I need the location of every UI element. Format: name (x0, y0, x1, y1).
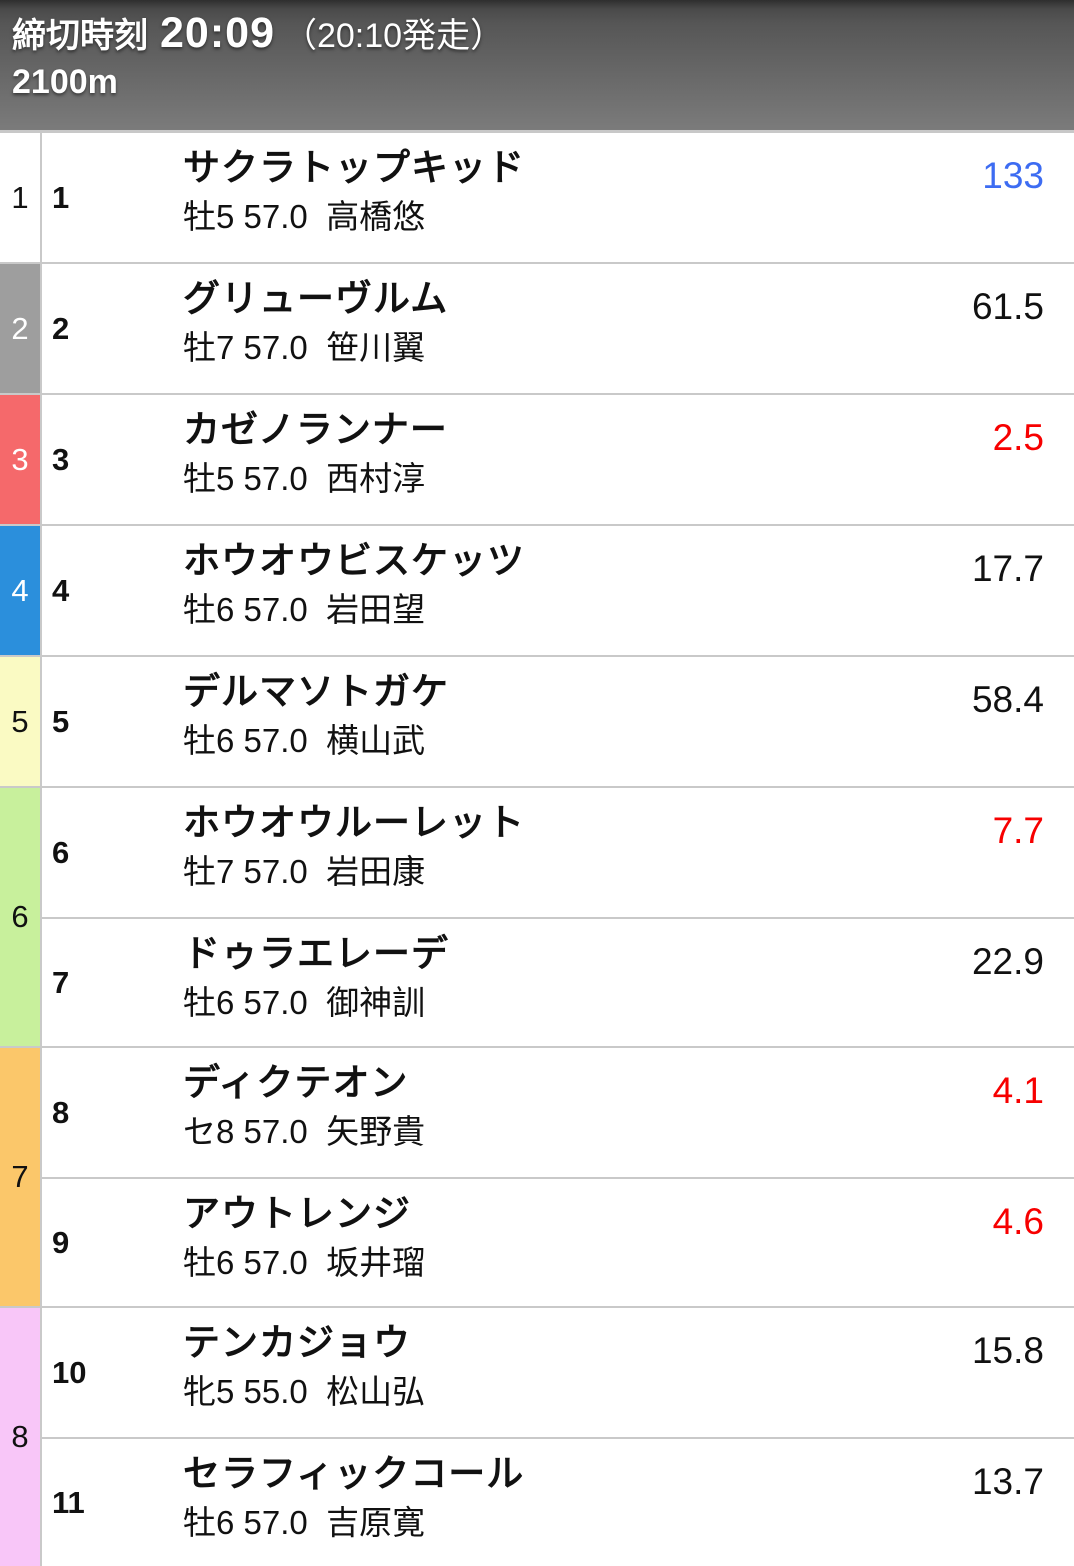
deadline-line: 締切時刻 20:09 （20:10発走） (12, 8, 1074, 58)
horse-row[interactable]: 2 グリューヴルム 牡7 57.0 笹川翼 61.5 (42, 264, 1074, 393)
horse-number: 3 (52, 441, 70, 477)
horse-details: 牡5 57.0 高橋悠 (183, 198, 426, 235)
odds-value: 22.9 (971, 941, 1044, 982)
odds-value: 15.8 (971, 1330, 1044, 1371)
bracket-number: 8 (0, 1308, 42, 1566)
horse-row[interactable]: 10 テンカジョウ 牝5 55.0 松山弘 15.8 (42, 1308, 1074, 1437)
horse-name: カゼノランナー (183, 409, 448, 450)
horse-name: アウトレンジ (183, 1193, 411, 1234)
horse-row[interactable]: 8 ディクテオン セ8 57.0 矢野貴 4.1 (42, 1048, 1074, 1177)
horse-number: 1 (52, 179, 70, 215)
race-distance: 2100m (12, 63, 118, 101)
horse-name: デルマソトガケ (183, 671, 449, 712)
horse-row[interactable]: 5 デルマソトガケ 牡6 57.0 横山武 58.4 (42, 657, 1074, 786)
bracket-group-4: 4 4 ホウオウビスケッツ 牡6 57.0 岩田望 17.7 (0, 524, 1074, 655)
bracket-number: 1 (0, 133, 42, 262)
deadline-label: 締切時刻 (12, 17, 148, 55)
bracket-number: 3 (0, 395, 42, 524)
odds-value: 4.6 (992, 1201, 1044, 1242)
horse-number: 4 (52, 572, 70, 608)
horse-details: 牡6 57.0 横山武 (183, 722, 426, 759)
odds-value: 61.5 (971, 286, 1044, 327)
bracket-number: 6 (0, 788, 42, 1046)
odds-table: 1 1 サクラトップキッド 牡5 57.0 高橋悠 133 2 2 グリューヴル… (0, 133, 1074, 1566)
horse-number: 9 (52, 1224, 70, 1260)
bracket-group-6: 6 6 ホウオウルーレット 牡7 57.0 岩田康 7.7 7 ドゥラエレーデ … (0, 786, 1074, 1046)
odds-value: 17.7 (971, 548, 1044, 589)
bracket-group-7: 7 8 ディクテオン セ8 57.0 矢野貴 4.1 9 アウトレンジ 牡6 5… (0, 1046, 1074, 1306)
horse-row[interactable]: 7 ドゥラエレーデ 牡6 57.0 御神訓 22.9 (42, 917, 1074, 1046)
odds-value: 4.1 (992, 1070, 1044, 1111)
horse-name: グリューヴルム (183, 278, 449, 319)
horse-name: サクラトップキッド (183, 147, 525, 188)
horse-name: ホウオウルーレット (183, 802, 525, 843)
bracket-group-3: 3 3 カゼノランナー 牡5 57.0 西村淳 2.5 (0, 393, 1074, 524)
horse-number: 2 (52, 310, 70, 346)
horse-number: 6 (52, 834, 70, 870)
deadline-time: 20:09 (160, 9, 275, 57)
horse-number: 11 (52, 1484, 85, 1520)
horse-row[interactable]: 1 サクラトップキッド 牡5 57.0 高橋悠 133 (42, 133, 1074, 262)
odds-value: 7.7 (992, 810, 1044, 851)
horse-number: 10 (52, 1354, 87, 1390)
horse-details: セ8 57.0 矢野貴 (183, 1113, 426, 1150)
odds-value: 133 (982, 155, 1044, 196)
horse-number: 5 (52, 703, 70, 739)
horse-name: テンカジョウ (183, 1322, 411, 1363)
race-header: 締切時刻 20:09 （20:10発走） 2100m (0, 0, 1074, 133)
bracket-group-8: 8 10 テンカジョウ 牝5 55.0 松山弘 15.8 11 セラフィックコー… (0, 1306, 1074, 1566)
horse-number: 8 (52, 1094, 70, 1130)
horse-number: 7 (52, 964, 70, 1000)
horse-row[interactable]: 4 ホウオウビスケッツ 牡6 57.0 岩田望 17.7 (42, 526, 1074, 655)
horse-name: セラフィックコール (183, 1453, 525, 1494)
horse-row[interactable]: 11 セラフィックコール 牡6 57.0 吉原寛 13.7 (42, 1437, 1074, 1566)
horse-name: ホウオウビスケッツ (183, 540, 525, 581)
odds-value: 58.4 (971, 679, 1044, 720)
horse-row[interactable]: 6 ホウオウルーレット 牡7 57.0 岩田康 7.7 (42, 788, 1074, 917)
odds-value: 13.7 (971, 1461, 1044, 1502)
bracket-group-2: 2 2 グリューヴルム 牡7 57.0 笹川翼 61.5 (0, 262, 1074, 393)
horse-details: 牡7 57.0 岩田康 (183, 853, 426, 890)
horse-name: ディクテオン (183, 1062, 409, 1103)
odds-value: 2.5 (992, 417, 1044, 458)
horse-details: 牡6 57.0 吉原寛 (183, 1504, 426, 1541)
bracket-group-1: 1 1 サクラトップキッド 牡5 57.0 高橋悠 133 (0, 133, 1074, 262)
horse-details: 牡6 57.0 御神訓 (183, 984, 426, 1021)
horse-details: 牡7 57.0 笹川翼 (183, 329, 426, 366)
bracket-group-5: 5 5 デルマソトガケ 牡6 57.0 横山武 58.4 (0, 655, 1074, 786)
bracket-number: 5 (0, 657, 42, 786)
horse-details: 牡6 57.0 坂井瑠 (183, 1244, 426, 1281)
horse-row[interactable]: 9 アウトレンジ 牡6 57.0 坂井瑠 4.6 (42, 1177, 1074, 1306)
horse-details: 牡5 57.0 西村淳 (183, 460, 426, 497)
horse-details: 牝5 55.0 松山弘 (183, 1373, 426, 1410)
horse-details: 牡6 57.0 岩田望 (183, 591, 426, 628)
horse-name: ドゥラエレーデ (183, 933, 449, 974)
start-time-note: （20:10発走） (282, 17, 505, 55)
bracket-number: 4 (0, 526, 42, 655)
bracket-number: 2 (0, 264, 42, 393)
bracket-number: 7 (0, 1048, 42, 1306)
horse-row[interactable]: 3 カゼノランナー 牡5 57.0 西村淳 2.5 (42, 395, 1074, 524)
